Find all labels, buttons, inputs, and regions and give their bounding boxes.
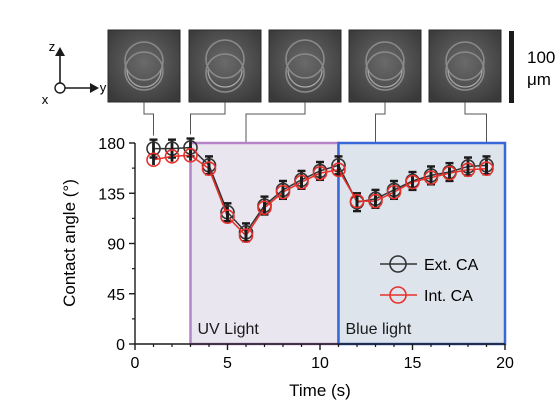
legend-item-int: Int. CA [380,286,473,305]
data-point [238,228,254,243]
data-series [146,137,494,243]
inset-image-2 [268,29,342,103]
data-point [460,162,476,178]
inset-image-4 [428,29,502,103]
data-point [442,165,457,181]
data-point [183,147,198,163]
x-tick-label: 10 [311,355,329,372]
data-point [312,165,328,181]
region-1 [337,141,507,346]
y-tick-label: 180 [98,136,125,153]
y-tick-label: 135 [98,186,125,203]
x-axis-indicator-label: x [42,92,49,107]
leader-line [190,102,226,135]
x-tick-label: 15 [404,355,422,372]
data-point [220,209,235,224]
inset-image-1 [188,29,262,103]
data-point [479,161,494,176]
data-point [331,162,346,178]
x-tick-label: 5 [223,355,232,372]
data-point [294,174,309,190]
y-tick-label: 45 [107,287,125,304]
y-tick-label: 0 [116,337,125,354]
legend: Ext. CA Int. CA [380,255,479,305]
leader-line [464,102,487,153]
data-point [257,200,272,216]
data-point [146,152,161,168]
x-tick-label: 20 [496,355,514,372]
data-point [423,170,439,185]
x-tick-label: 0 [131,355,140,372]
leader-line [143,102,154,136]
scale-bar-unit: μm [527,70,551,89]
data-point [368,193,383,209]
z-axis-label: z [49,39,56,54]
scale-bar-value: 100 [527,48,555,67]
data-point [405,174,420,190]
scale-bar: 100 μm [509,31,555,103]
legend-label-int: Int. CA [424,288,473,305]
axis-ticks: 0 45 90 135 180 0 5 10 15 20 [98,136,514,372]
light-regions: UV Light Blue light [189,141,507,346]
inset-images [107,29,502,103]
data-point [201,161,217,176]
region-label-1: Blue light [346,321,412,338]
region-label-0: UV Light [198,321,260,338]
data-point [349,193,365,209]
legend-label-ext: Ext. CA [424,257,479,274]
data-point [386,184,402,200]
legend-item-ext: Ext. CA [380,255,479,274]
y-axis-indicator-label: y [100,80,107,95]
inset-image-0 [107,29,181,103]
inset-image-3 [348,29,422,103]
y-axis-title: Contact angle (°) [60,179,79,307]
x-axis-title: Time (s) [289,381,351,400]
data-point [164,149,180,164]
y-tick-label: 90 [107,237,125,254]
data-point [275,184,291,200]
coordinate-axes-indicator: z y x [42,39,107,107]
